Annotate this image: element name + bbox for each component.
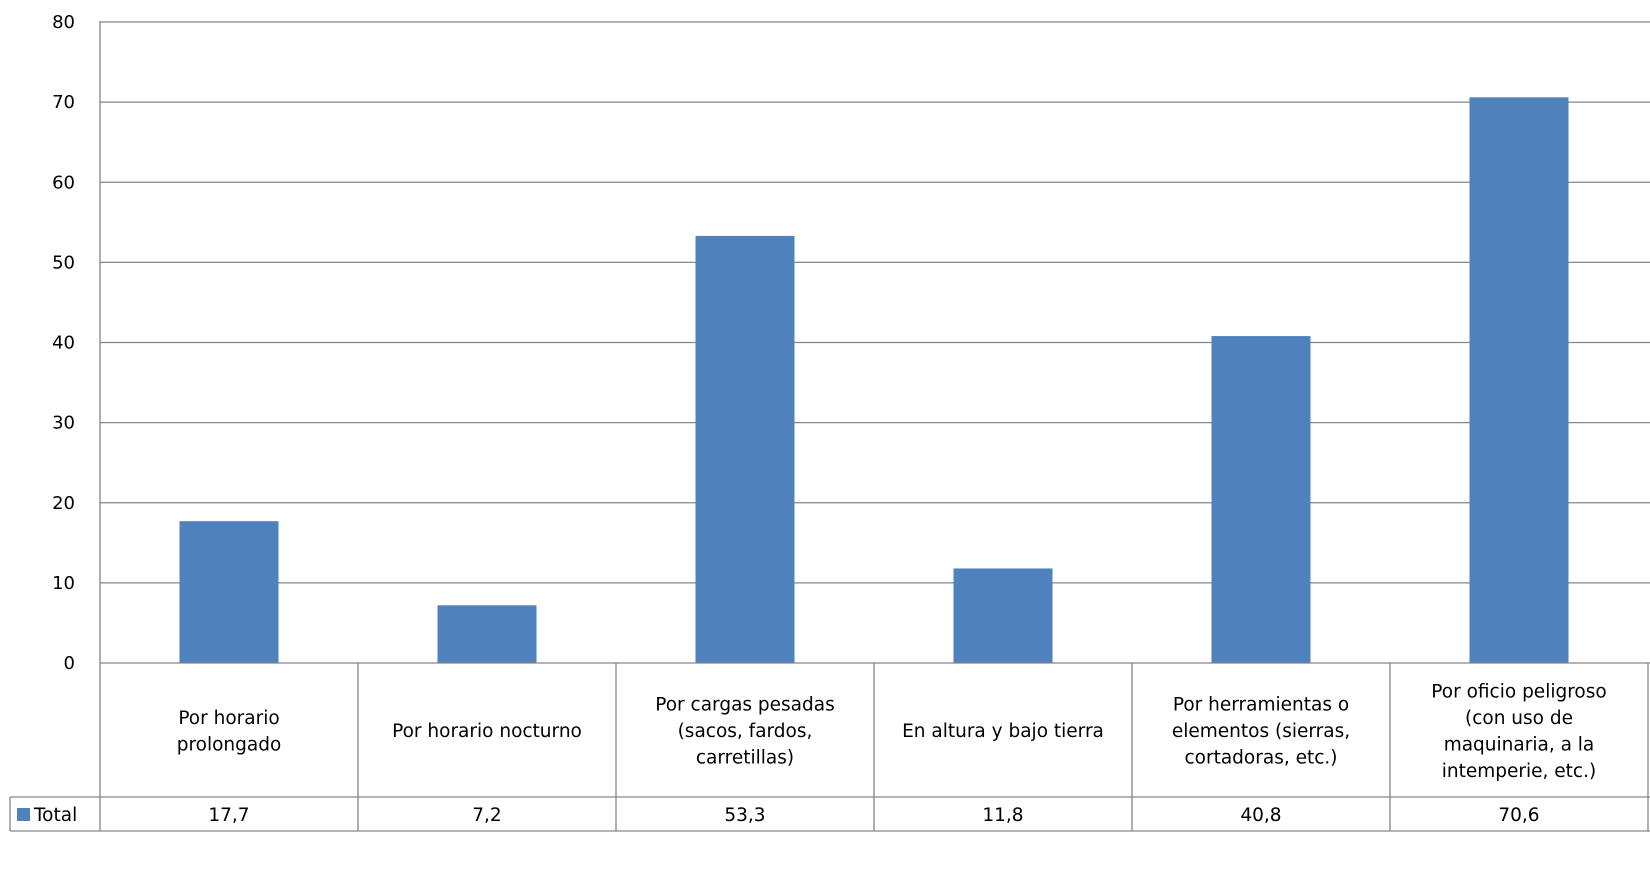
category-label: Por herramientas o: [1173, 695, 1349, 716]
y-tick-label: 0: [64, 653, 75, 674]
legend-label: Total: [33, 805, 77, 826]
data-label: 53,3: [724, 805, 765, 826]
y-tick-label: 60: [52, 172, 75, 193]
y-tick-label: 80: [52, 12, 75, 33]
legend-swatch: [17, 808, 30, 821]
bar: [1469, 97, 1569, 663]
bar: [437, 605, 537, 663]
category-label: Por horario nocturno: [392, 721, 582, 742]
category-label: maquinaria, a la: [1444, 734, 1595, 755]
y-tick-label: 40: [52, 333, 75, 354]
y-tick-label: 10: [52, 573, 75, 594]
y-tick-label: 70: [52, 92, 75, 113]
category-label: prolongado: [177, 734, 282, 755]
bar: [179, 521, 279, 663]
category-label: Por oficio peligroso: [1431, 681, 1606, 702]
category-label: carretillas): [696, 748, 794, 769]
y-tick-label: 50: [52, 252, 75, 273]
data-table: Por horario prolongado Por horario nocturn…: [9, 663, 1650, 832]
y-tick-label: 20: [52, 493, 75, 514]
category-label: elementos (sierras,: [1172, 721, 1350, 742]
data-label: 7,2: [472, 805, 501, 826]
bar: [695, 235, 795, 663]
data-label: 11,8: [982, 805, 1023, 826]
bar: [1211, 336, 1311, 663]
category-label: Por cargas pesadas: [655, 695, 835, 716]
category-label: cortadoras, etc.): [1185, 748, 1338, 769]
category-label: (sacos, fardos,: [678, 721, 813, 742]
axes: [99, 21, 1650, 831]
category-label: En altura y bajo tierra: [902, 721, 1104, 742]
bar: [953, 568, 1053, 663]
gridlines: [100, 21, 1650, 584]
category-label: Por horario: [178, 708, 279, 729]
y-tick-label: 30: [52, 413, 75, 434]
data-label: 40,8: [1240, 805, 1281, 826]
bars: [179, 97, 1569, 663]
data-label: 17,7: [208, 805, 249, 826]
data-label: 70,6: [1498, 805, 1539, 826]
y-axis-tick-labels: 0 10 20 30 40 50 60 70 80: [52, 12, 75, 674]
category-label: intemperie, etc.): [1442, 761, 1596, 782]
category-label: (con uso de: [1465, 708, 1573, 729]
